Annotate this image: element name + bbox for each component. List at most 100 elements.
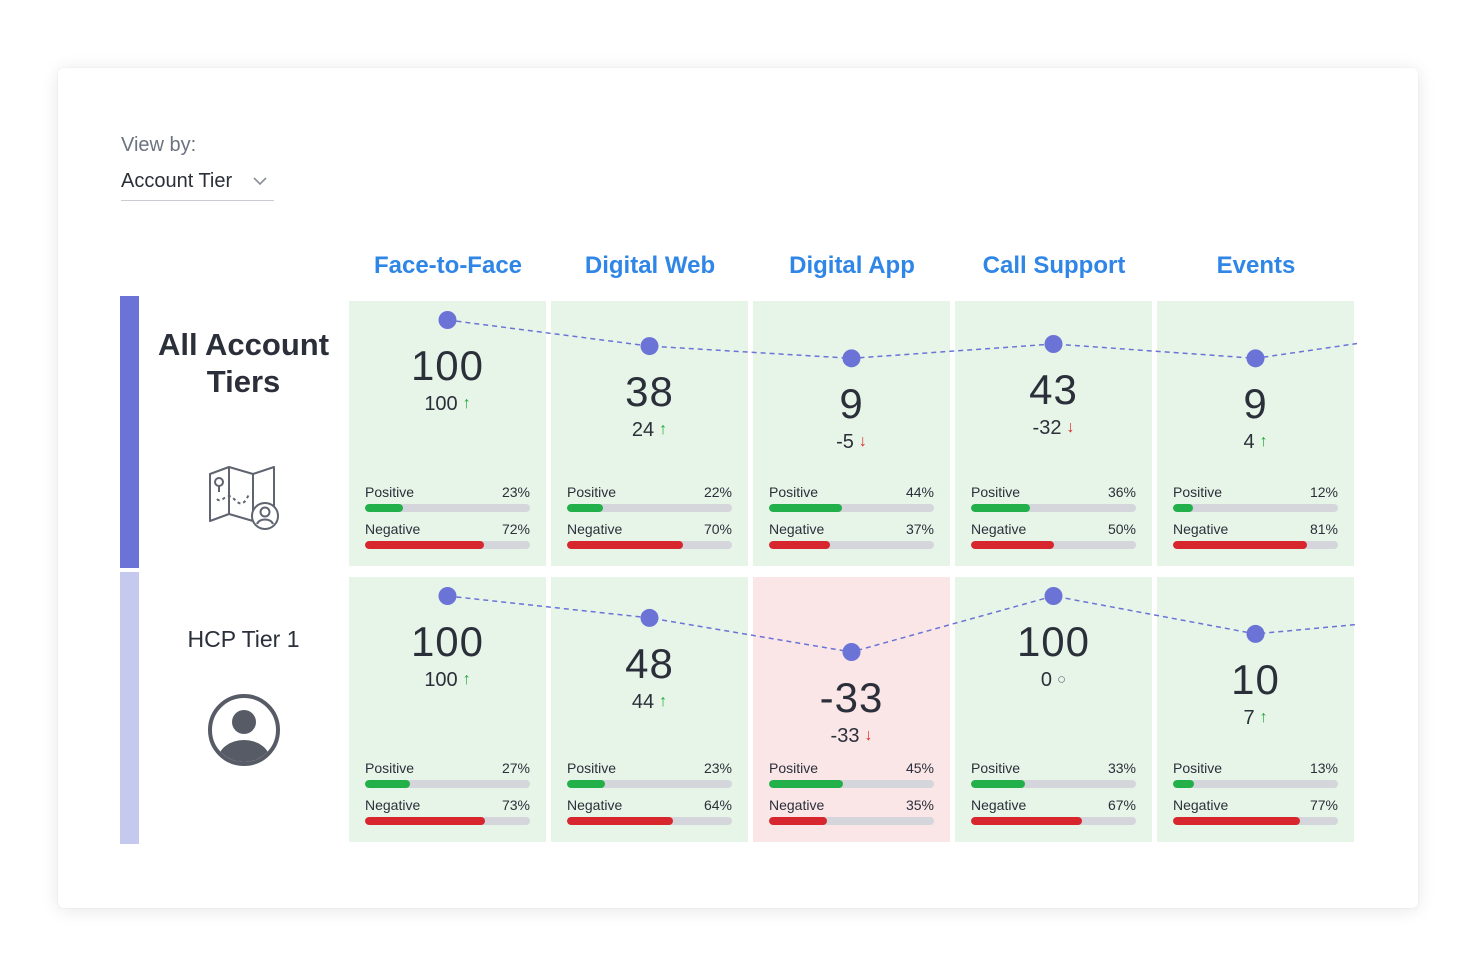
- column-header-call-support[interactable]: Call Support: [982, 252, 1126, 279]
- delta-value: 100: [424, 393, 458, 415]
- score-cell[interactable]: -33 -33 ↓ Positive 45% Negative 35%: [753, 577, 950, 842]
- delta-value: 24: [631, 419, 655, 442]
- delta-value: 4: [1243, 431, 1255, 454]
- positive-bar: [971, 504, 1136, 512]
- positive-bar: [365, 504, 530, 512]
- negative-label: Negative: [769, 797, 825, 813]
- row-indicator-all-account-tiers: [120, 296, 139, 568]
- negative-label: Negative: [365, 797, 421, 813]
- positive-bar-fill: [1173, 504, 1193, 512]
- positive-percent: 23%: [501, 484, 530, 500]
- arrow-up-icon: ↑: [659, 692, 668, 710]
- positive-label: Positive: [1173, 484, 1223, 500]
- score-value: 9: [839, 380, 864, 428]
- negative-bar: [365, 817, 530, 825]
- negative-bar: [971, 541, 1136, 549]
- negative-label: Negative: [567, 521, 623, 537]
- negative-bar: [1173, 541, 1338, 549]
- score-value: 43: [1029, 366, 1078, 413]
- arrow-up-icon: ↑: [1259, 708, 1268, 726]
- negative-bar-fill: [769, 541, 831, 549]
- negative-label: Negative: [971, 797, 1027, 813]
- positive-label: Positive: [971, 484, 1021, 500]
- positive-bar-fill: [567, 780, 605, 788]
- positive-percent: 45%: [905, 760, 934, 776]
- score-cell[interactable]: 100 100 ↑ Positive 27% Negative 73%: [349, 577, 546, 842]
- score-delta: 4 ↑: [1157, 431, 1354, 454]
- positive-label: Positive: [1173, 760, 1223, 776]
- score-value: 38: [625, 368, 674, 416]
- negative-bar: [769, 817, 934, 825]
- positive-bar-fill: [971, 504, 1031, 512]
- positive-percent: 33%: [1107, 760, 1136, 776]
- positive-bar: [567, 780, 732, 788]
- view-by-select[interactable]: Account Tier: [121, 168, 274, 201]
- score-value: 100: [410, 342, 485, 389]
- score-cell[interactable]: 38 24 ↑ Positive 22% Negative 70%: [551, 301, 748, 566]
- score-cell[interactable]: 9 -5 ↓ Positive 44% Negative 37%: [753, 301, 950, 566]
- positive-bar: [971, 780, 1136, 788]
- negative-percent: 70%: [703, 521, 732, 537]
- positive-bar: [567, 504, 732, 512]
- delta-value: 0: [1040, 669, 1053, 691]
- delta-value: 44: [631, 690, 655, 713]
- positive-bar-fill: [567, 504, 604, 512]
- column-header-events[interactable]: Events: [1216, 252, 1296, 279]
- negative-bar-fill: [1173, 541, 1307, 549]
- score-delta: 0 ○: [955, 669, 1152, 692]
- map-person-icon: [209, 466, 279, 530]
- positive-percent: 36%: [1107, 484, 1136, 500]
- negative-bar-fill: [567, 541, 683, 549]
- negative-percent: 67%: [1107, 797, 1136, 813]
- score-value: 48: [625, 639, 674, 687]
- view-by-value: Account Tier: [121, 170, 233, 192]
- positive-bar-fill: [971, 780, 1026, 788]
- positive-bar: [365, 780, 530, 788]
- score-delta: -33 ↓: [753, 725, 950, 748]
- positive-label: Positive: [365, 760, 415, 776]
- positive-label: Positive: [365, 484, 415, 500]
- positive-label: Positive: [769, 484, 819, 500]
- negative-bar-fill: [971, 817, 1082, 825]
- positive-label: Positive: [567, 484, 617, 500]
- positive-bar-fill: [769, 504, 842, 512]
- score-cell[interactable]: 100 0 ○ Positive 33% Negative 67%: [955, 577, 1152, 842]
- negative-bar-fill: [971, 541, 1054, 549]
- view-by-label: View by:: [121, 134, 197, 156]
- negative-percent: 77%: [1309, 797, 1338, 813]
- score-cell[interactable]: 43 -32 ↓ Positive 36% Negative 50%: [955, 301, 1152, 566]
- positive-percent: 12%: [1309, 484, 1338, 500]
- column-header-digital-app[interactable]: Digital App: [789, 252, 915, 279]
- score-value: 9: [1243, 380, 1268, 428]
- score-value: -33: [819, 674, 884, 721]
- negative-label: Negative: [567, 797, 623, 813]
- score-cell[interactable]: 48 44 ↑ Positive 23% Negative 64%: [551, 577, 748, 842]
- positive-percent: 27%: [501, 760, 530, 776]
- arrow-up-icon: ↑: [659, 421, 668, 439]
- negative-bar-fill: [1173, 817, 1301, 825]
- arrow-down-icon: ↓: [858, 433, 867, 451]
- positive-bar-fill: [769, 780, 844, 788]
- arrow-up-icon: ↑: [462, 671, 471, 688]
- score-cell[interactable]: 9 4 ↑ Positive 12% Negative 81%: [1157, 301, 1354, 566]
- arrow-up-icon: ↑: [1259, 433, 1268, 451]
- negative-label: Negative: [365, 521, 421, 537]
- column-header-digital-web[interactable]: Digital Web: [584, 252, 716, 279]
- score-cell[interactable]: 10 7 ↑ Positive 13% Negative 77%: [1157, 577, 1354, 842]
- negative-bar: [365, 541, 530, 549]
- score-delta: 24 ↑: [551, 419, 748, 442]
- negative-percent: 81%: [1309, 521, 1338, 537]
- no-change-icon: ○: [1057, 671, 1067, 688]
- negative-bar: [567, 817, 732, 825]
- row-title-all-account-tiers: All Account Tiers: [157, 327, 330, 400]
- score-cell[interactable]: 100 100 ↑ Positive 23% Negative 72%: [349, 301, 546, 566]
- negative-percent: 50%: [1107, 521, 1136, 537]
- column-header-face-to-face[interactable]: Face-to-Face: [373, 252, 523, 279]
- row-title-hcp-tier-1: HCP Tier 1: [187, 626, 300, 652]
- positive-bar: [1173, 504, 1338, 512]
- score-delta: -5 ↓: [753, 431, 950, 454]
- negative-bar-fill: [365, 817, 486, 825]
- delta-value: -32: [1032, 417, 1062, 439]
- negative-label: Negative: [1173, 797, 1229, 813]
- score-delta: 44 ↑: [551, 691, 748, 714]
